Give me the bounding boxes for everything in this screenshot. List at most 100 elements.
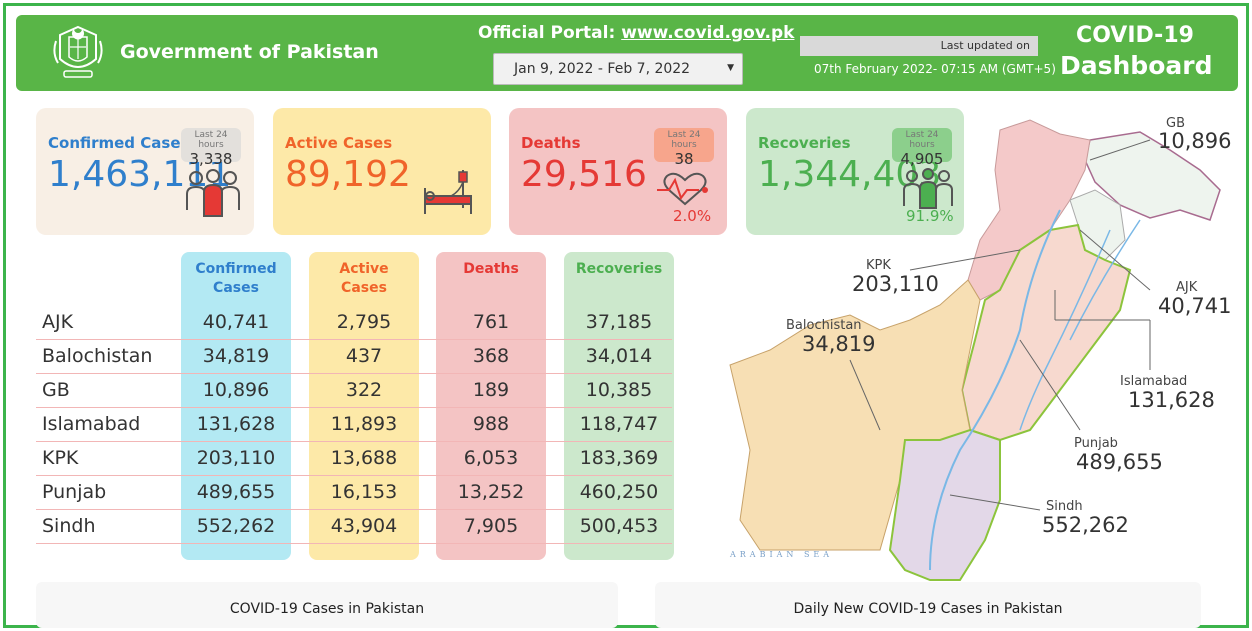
map-label-name: GB	[1166, 116, 1185, 131]
row-divider	[36, 543, 672, 544]
recoveries-cell: 500,453	[579, 515, 659, 537]
region-name: GB	[42, 379, 70, 401]
recoveries-column	[564, 252, 674, 560]
map-label-name: AJK	[1176, 280, 1198, 295]
deaths-cell: 13,252	[457, 481, 525, 503]
active-cell: 43,904	[330, 515, 398, 537]
map-label-name: KPK	[866, 258, 891, 273]
deaths-last24: Last 24 hours 38	[654, 128, 714, 168]
deaths-cell: 988	[472, 413, 510, 435]
col-header-active: Active Cases	[339, 261, 389, 296]
active-column	[309, 252, 419, 560]
last24-label: Last 24 hours	[667, 130, 701, 150]
portal-link[interactable]: www.covid.gov.pk	[621, 23, 795, 43]
hospital-bed-icon	[424, 170, 472, 214]
gb-region	[1084, 131, 1221, 221]
row-divider	[36, 339, 672, 340]
state-emblem-icon	[53, 25, 103, 78]
active-cell: 11,893	[330, 413, 398, 435]
deaths-last24-value: 38	[674, 150, 694, 168]
map-label-name: Punjab	[1074, 436, 1118, 451]
map-shapes	[729, 119, 1221, 581]
confirmed-cell: 10,896	[202, 379, 270, 401]
dropdown-caret-icon: ▼	[727, 63, 734, 73]
pakistan-map: GB 10,896 KPK 203,110 AJK 40,741 Balochi…	[700, 110, 1248, 590]
map-label-value: 34,819	[802, 332, 876, 356]
recoveries-last24-value: 4,905	[900, 150, 944, 168]
confirmed-cell: 34,819	[202, 345, 270, 367]
cases-chart-panel: COVID-19 Cases in Pakistan	[36, 582, 618, 628]
recovered-people-icon	[903, 168, 953, 209]
last-updated-label: Last updated on	[800, 36, 1038, 56]
confirmed-label: Confirmed Cases	[48, 134, 190, 152]
map-label-value: 489,655	[1076, 450, 1163, 474]
region-name: AJK	[42, 311, 74, 333]
row-divider	[36, 407, 672, 408]
deaths-cell: 368	[472, 345, 510, 367]
sea-label: ARABIAN SEA	[730, 550, 834, 559]
active-cell: 16,153	[330, 481, 398, 503]
deaths-cell: 761	[472, 311, 510, 333]
recoveries-last24: Last 24 hours 4,905	[892, 128, 952, 168]
deaths-column	[436, 252, 546, 560]
dashboard-title-line2: Dashboard	[1060, 51, 1213, 80]
region-name: Balochistan	[42, 345, 153, 367]
region-name: Sindh	[42, 515, 96, 537]
deaths-cell: 189	[472, 379, 510, 401]
daily-chart-title: Daily New COVID-19 Cases in Pakistan	[793, 601, 1063, 617]
confirmed-cell: 131,628	[196, 413, 276, 435]
daily-chart-panel: Daily New COVID-19 Cases in Pakistan	[655, 582, 1201, 628]
date-range-value: Jan 9, 2022 - Feb 7, 2022	[514, 61, 691, 77]
deaths-card: Deaths 29,516 Last 24 hours 38 2.0%	[509, 108, 727, 235]
confirmed-column	[181, 252, 291, 560]
map-label-name: Balochistan	[786, 318, 862, 333]
recoveries-card: Recoveries 1,344,403 Last 24 hours 4,905…	[746, 108, 964, 235]
map-label-name: Sindh	[1046, 499, 1083, 514]
dashboard-title-line1: COVID-19	[1076, 23, 1194, 48]
confirmed-cell: 40,741	[202, 311, 270, 333]
date-range-select[interactable]: Jan 9, 2022 - Feb 7, 2022 ▼	[493, 53, 743, 85]
people-icon	[186, 169, 240, 217]
government-title: Government of Pakistan	[120, 41, 379, 63]
active-cell: 437	[345, 345, 383, 367]
deaths-label: Deaths	[521, 134, 581, 152]
recovery-rate: 91.9%	[906, 207, 954, 225]
region-name: Islamabad	[42, 413, 141, 435]
confirmed-last24: Last 24 hours 3,338	[181, 128, 241, 168]
row-divider	[36, 475, 672, 476]
last24-label: Last 24 hours	[194, 130, 228, 150]
active-cell: 13,688	[330, 447, 398, 469]
heartbeat-icon	[657, 172, 708, 206]
row-divider	[36, 441, 672, 442]
last-updated-value: 07th February 2022- 07:15 AM (GMT+5)	[814, 62, 1056, 76]
recoveries-cell: 37,185	[585, 311, 653, 333]
confirmed-cell: 552,262	[196, 515, 276, 537]
recoveries-label: Recoveries	[758, 134, 851, 152]
recoveries-cell: 460,250	[579, 481, 659, 503]
deaths-cell: 7,905	[463, 515, 519, 537]
active-cell: 322	[345, 379, 383, 401]
map-label-value: 40,741	[1158, 294, 1232, 318]
recoveries-cell: 118,747	[579, 413, 659, 435]
cases-chart-title: COVID-19 Cases in Pakistan	[229, 601, 425, 617]
deaths-value: 29,516	[521, 154, 647, 195]
map-label-name: Islamabad	[1120, 374, 1188, 389]
col-header-recoveries: Recoveries	[575, 261, 663, 277]
active-label: Active Cases	[285, 134, 393, 152]
recoveries-cell: 183,369	[579, 447, 659, 469]
header-bar: Government of Pakistan Official Portal: …	[16, 15, 1238, 91]
map-label-value: 552,262	[1042, 513, 1129, 537]
active-cases-card: Active Cases 89,192	[273, 108, 491, 235]
map-label-value: 10,896	[1158, 129, 1232, 153]
confirmed-cases-card: Confirmed Cases 1,463,111 Last 24 hours …	[36, 108, 254, 235]
region-name: Punjab	[42, 481, 107, 503]
col-header-confirmed: Confirmed Cases	[195, 261, 277, 296]
confirmed-cell: 203,110	[196, 447, 276, 469]
dashboard-title: COVID-19 Dashboard	[1060, 21, 1213, 81]
region-name: KPK	[42, 447, 79, 469]
col-header-deaths: Deaths	[463, 261, 519, 277]
map-label-value: 203,110	[852, 272, 939, 296]
recoveries-cell: 34,014	[585, 345, 653, 367]
death-rate: 2.0%	[673, 207, 712, 225]
portal-label: Official Portal:	[478, 23, 616, 43]
